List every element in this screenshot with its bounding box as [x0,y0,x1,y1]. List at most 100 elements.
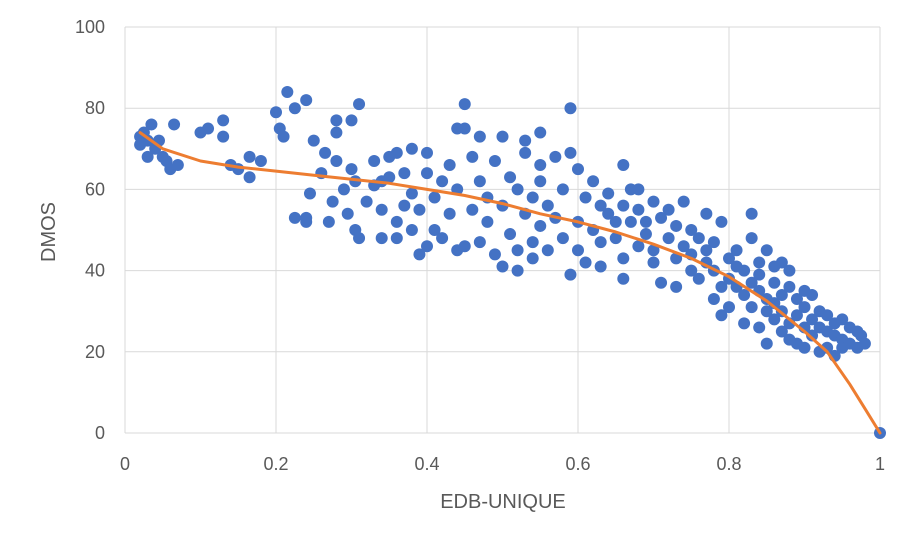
data-point [281,85,294,98]
data-point [760,337,773,350]
data-point [723,252,735,265]
data-point [541,199,554,212]
data-point [783,264,796,277]
data-point [141,150,154,163]
data-point [353,98,366,111]
data-point [700,207,713,220]
data-point [798,341,811,354]
data-point [270,106,282,119]
data-point [564,268,577,281]
data-point [647,256,660,269]
data-point [243,171,256,184]
data-point [345,163,358,176]
data-point [775,325,788,338]
data-point [806,329,819,342]
data-point [353,232,366,245]
y-tick-label: 100 [75,17,105,37]
data-point [783,280,796,293]
data-point [685,224,698,236]
data-point [383,171,396,184]
y-axis-title: DMOS [38,202,60,262]
data-point [466,203,479,216]
data-point [421,146,433,159]
data-point [443,207,456,220]
data-point [288,211,301,224]
data-point [488,154,501,167]
data-point [579,256,592,269]
data-point [617,272,630,285]
data-point [511,244,524,257]
data-point [707,236,720,249]
data-point [405,187,418,200]
data-point [609,215,622,228]
data-point [341,207,354,220]
y-tick-labels: 0 20 40 60 80 100 [75,17,105,443]
data-point [556,232,569,245]
data-point [753,321,766,334]
trend-line [138,131,882,435]
data-point [617,159,630,172]
data-point [617,252,630,265]
data-point [624,215,637,228]
data-point [632,183,645,196]
data-point [639,228,652,241]
data-point [375,203,388,216]
data-point [243,150,256,163]
data-point [481,215,494,228]
data-point [421,167,433,180]
data-point [677,240,690,253]
data-point [760,305,773,318]
data-point [390,215,403,228]
data-point [738,264,751,277]
data-point [337,183,350,196]
data-point [670,219,683,232]
gridlines [124,26,881,434]
data-point [319,146,332,159]
data-point [398,167,411,180]
data-point [617,199,630,212]
data-point [715,215,728,228]
data-point [458,240,471,253]
data-point [504,228,517,241]
data-point [534,219,547,232]
data-point [436,232,449,245]
data-point [458,122,471,135]
data-point [511,183,524,196]
data-point [768,276,781,289]
data-point [519,134,532,147]
data-point [307,134,320,147]
data-point [572,244,584,257]
data-point [466,150,479,163]
data-point [564,146,577,159]
data-point [443,159,456,172]
data-point [738,317,751,330]
x-tick-label: 1 [875,454,885,474]
data-point [428,224,441,236]
data-point [790,293,803,306]
data-point [753,256,766,269]
data-point [594,236,607,249]
data-point [171,159,184,172]
data-point [496,260,509,273]
data-point [168,118,181,131]
data-point [202,122,215,135]
data-point [254,154,267,167]
data-point [217,114,230,127]
data-point [798,301,811,314]
data-point [473,236,486,249]
data-point [594,260,607,273]
data-point [322,215,335,228]
data-point [775,288,788,301]
data-point [685,264,698,277]
data-point [390,146,403,159]
data-point [413,248,426,261]
y-tick-label: 20 [85,342,105,362]
data-point [670,280,683,293]
data-point [836,313,849,326]
y-tick-label: 40 [85,261,105,281]
data-point [556,183,569,196]
x-tick-label: 0 [120,454,130,474]
data-point [639,215,652,228]
data-point [526,252,539,265]
